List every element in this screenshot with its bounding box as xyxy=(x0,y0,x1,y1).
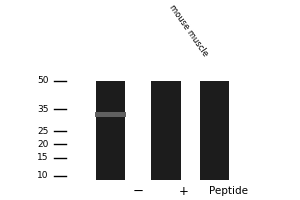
Text: 20: 20 xyxy=(37,140,48,149)
Bar xyxy=(95,112,126,117)
Bar xyxy=(152,81,181,180)
Text: 35: 35 xyxy=(37,105,48,114)
Text: −: − xyxy=(133,185,144,198)
Text: 50: 50 xyxy=(37,76,48,85)
Text: mouse muscle: mouse muscle xyxy=(168,3,210,58)
Text: +: + xyxy=(179,185,189,198)
Text: 25: 25 xyxy=(37,127,48,136)
Text: 10: 10 xyxy=(37,171,48,180)
Text: 15: 15 xyxy=(37,153,48,162)
Text: Peptide: Peptide xyxy=(208,186,247,196)
Bar xyxy=(95,81,125,180)
Bar xyxy=(200,81,230,180)
